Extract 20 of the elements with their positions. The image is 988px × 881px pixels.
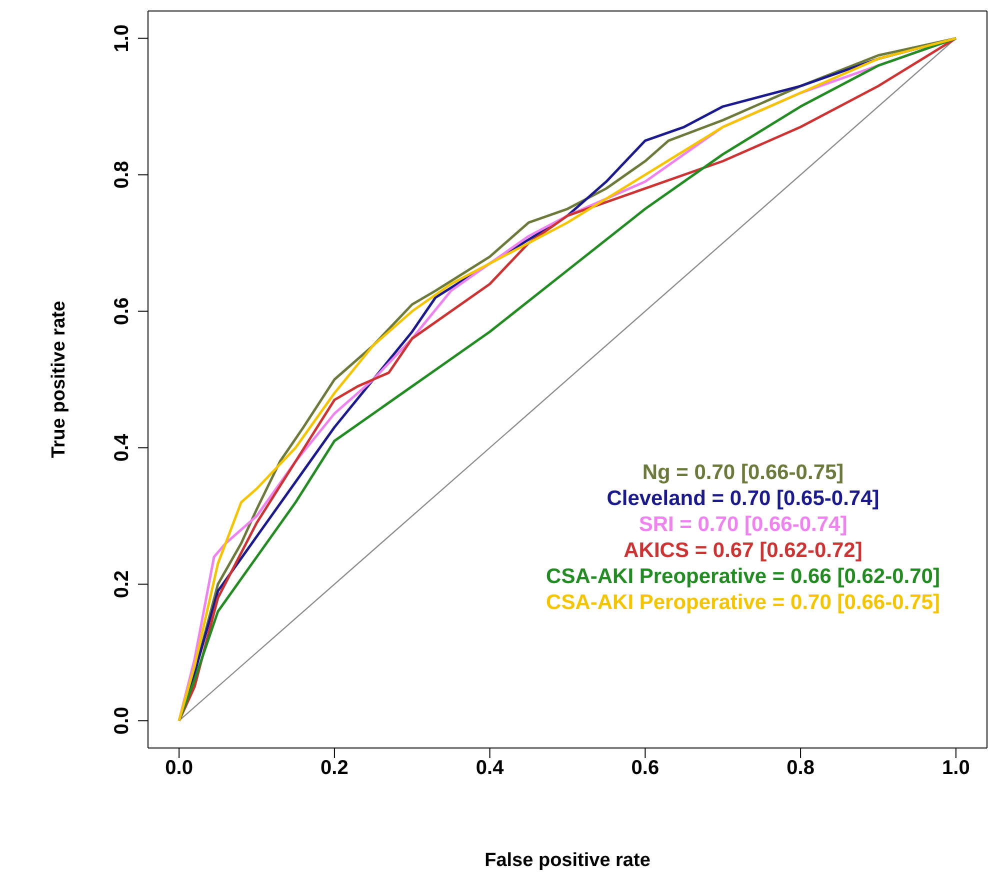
y-tick-label: 0.2 [111, 570, 133, 598]
text: SRI = 0.70 [0.66-0.74] [638, 512, 848, 538]
x-tick-label: 0.0 [165, 757, 193, 780]
y-tick-label: 0.4 [111, 432, 133, 462]
text: CSA-AKI Peroperative = 0.70 [0.66-0.75] [545, 590, 941, 616]
x-tick-label: 1.0 [942, 757, 970, 780]
x-tick-label: 0.6 [631, 757, 660, 780]
x-tick-label: 0.2 [320, 757, 348, 780]
x-tick-label: 0.8 [786, 757, 814, 780]
y-tick-label: 0.6 [111, 297, 133, 326]
y-axis-title: True positive rate [48, 300, 70, 458]
text: Ng = 0.70 [0.66-0.75] [641, 460, 845, 486]
text: CSA-AKI Preoperative = 0.66 [0.62-0.70] [545, 564, 941, 590]
text: Cleveland = 0.70 [0.65-0.74] [606, 486, 880, 512]
x-axis-title: False positive rate [484, 850, 650, 871]
y-tick-label: 0.8 [111, 160, 133, 189]
text: AKICS = 0.67 [0.62-0.72] [622, 538, 864, 564]
y-tick-label: 1.0 [111, 24, 133, 52]
y-tick-label: 0.0 [111, 706, 133, 735]
x-tick-label: 0.4 [476, 757, 505, 780]
